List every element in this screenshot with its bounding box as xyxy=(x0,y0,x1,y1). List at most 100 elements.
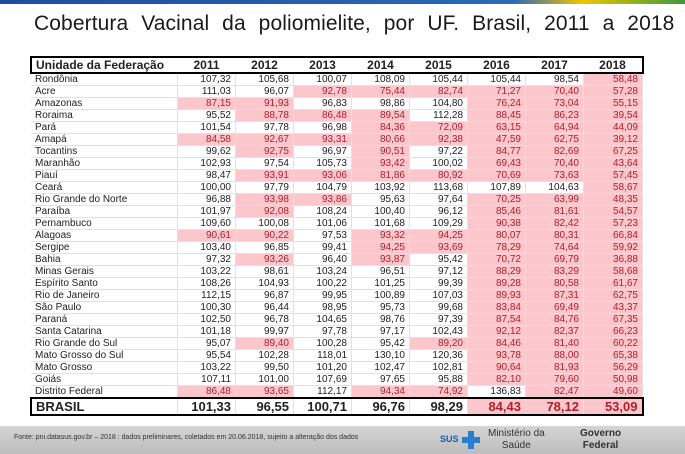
coverage-value: 69,43 xyxy=(467,157,526,170)
coverage-value: 73,63 xyxy=(525,169,584,182)
header-year: 2018 xyxy=(583,56,644,74)
coverage-value: 99,68 xyxy=(409,301,468,314)
coverage-value: 136,83 xyxy=(467,385,526,399)
coverage-value: 108,24 xyxy=(293,205,352,218)
coverage-value: 81,40 xyxy=(525,337,584,350)
coverage-value: 78,12 xyxy=(525,397,584,416)
coverage-value: 103,40 xyxy=(177,241,236,254)
coverage-value: 69,79 xyxy=(525,253,584,266)
table-row: Rio Grande do Norte 96,88 93,98 93,86 95,63 9… xyxy=(31,193,643,206)
coverage-value: 43,64 xyxy=(583,157,643,170)
gov-line2: Federal xyxy=(582,440,619,451)
coverage-value: 93,06 xyxy=(293,169,352,182)
coverage-value: 47,59 xyxy=(467,133,526,146)
coverage-value: 108,09 xyxy=(351,73,410,86)
header-year: 2015 xyxy=(409,56,468,74)
header-year: 2017 xyxy=(525,56,584,74)
coverage-value: 102,81 xyxy=(409,361,468,374)
coverage-value: 101,97 xyxy=(177,205,236,218)
coverage-value: 96,51 xyxy=(351,265,410,278)
uf-name: Sergipe xyxy=(31,241,178,254)
table-row: Paraná 102,50 96,78 104,65 98,76 97,39 87,54 84… xyxy=(31,313,643,326)
coverage-value: 82,74 xyxy=(409,85,468,98)
coverage-value: 82,37 xyxy=(525,325,584,338)
coverage-value: 80,92 xyxy=(409,169,468,182)
coverage-value: 112,17 xyxy=(293,385,352,399)
coverage-value: 98,95 xyxy=(293,301,352,314)
coverage-value: 105,44 xyxy=(467,73,526,86)
header-year: 2012 xyxy=(235,56,294,74)
coverage-value: 101,54 xyxy=(177,121,236,134)
coverage-value: 96,07 xyxy=(235,85,294,98)
header-year: 2016 xyxy=(467,56,526,74)
coverage-value: 98,54 xyxy=(525,73,584,86)
coverage-value: 97,78 xyxy=(293,325,352,338)
coverage-value: 54,57 xyxy=(583,205,643,218)
coverage-value: 111,03 xyxy=(177,85,236,98)
coverage-value: 49,60 xyxy=(583,385,643,399)
coverage-value: 100,00 xyxy=(177,181,236,194)
coverage-value: 70,72 xyxy=(467,253,526,266)
coverage-value: 79,60 xyxy=(525,373,584,386)
uf-name: Maranhão xyxy=(31,157,178,170)
coverage-value: 100,22 xyxy=(293,277,352,290)
coverage-value: 63,15 xyxy=(467,121,526,134)
coverage-value: 57,28 xyxy=(583,85,643,98)
coverage-value: 88,29 xyxy=(467,265,526,278)
coverage-value: 107,89 xyxy=(467,181,526,194)
coverage-value: 81,61 xyxy=(525,205,584,218)
coverage-value: 96,44 xyxy=(235,301,294,314)
coverage-value: 105,73 xyxy=(293,157,352,170)
coverage-value: 82,47 xyxy=(525,385,584,399)
coverage-value: 97,65 xyxy=(351,373,410,386)
coverage-value: 97,12 xyxy=(409,265,468,278)
coverage-value: 78,29 xyxy=(467,241,526,254)
coverage-value: 100,07 xyxy=(293,73,352,86)
coverage-value: 99,95 xyxy=(293,289,352,302)
coverage-value: 99,50 xyxy=(235,361,294,374)
table-row: Amapá 84,58 92,67 93,31 80,66 92,38 47,59 62,75… xyxy=(31,133,643,146)
coverage-value: 48,35 xyxy=(583,193,643,206)
coverage-value: 97,53 xyxy=(293,229,352,242)
coverage-value: 90,38 xyxy=(467,217,526,230)
coverage-value: 102,47 xyxy=(351,361,410,374)
coverage-value: 84,76 xyxy=(525,313,584,326)
header-year: 2013 xyxy=(293,56,352,74)
uf-name: Goiás xyxy=(31,373,178,386)
coverage-value: 97,32 xyxy=(177,253,236,266)
coverage-value: 103,22 xyxy=(177,361,236,374)
coverage-value: 96,97 xyxy=(293,145,352,158)
table-row: Paraíba 101,97 92,08 108,24 100,40 96,12 85,46… xyxy=(31,205,643,218)
coverage-value: 96,76 xyxy=(351,397,410,416)
coverage-value: 76,24 xyxy=(467,97,526,110)
coverage-value: 57,45 xyxy=(583,169,643,182)
uf-name: Alagoas xyxy=(31,229,178,242)
coverage-value: 102,43 xyxy=(409,325,468,338)
coverage-value: 96,83 xyxy=(293,97,352,110)
coverage-value: 67,35 xyxy=(583,313,643,326)
coverage-value: 100,71 xyxy=(293,397,352,416)
coverage-value: 89,28 xyxy=(467,277,526,290)
coverage-value: 70,40 xyxy=(525,157,584,170)
coverage-value: 108,26 xyxy=(177,277,236,290)
table-row: Sergipe 103,40 96,85 99,41 94,25 93,69 78,29 74… xyxy=(31,241,643,254)
coverage-value: 100,08 xyxy=(235,217,294,230)
coverage-value: 74,92 xyxy=(409,385,468,399)
uf-name: Santa Catarina xyxy=(31,325,178,338)
coverage-value: 82,42 xyxy=(525,217,584,230)
coverage-value: 93,87 xyxy=(351,253,410,266)
coverage-value: 107,32 xyxy=(177,73,236,86)
uf-name: Rondônia xyxy=(31,73,178,86)
ministry-line2: Saúde xyxy=(501,440,531,451)
coverage-value: 90,51 xyxy=(351,145,410,158)
coverage-value: 97,22 xyxy=(409,145,468,158)
coverage-value: 97,39 xyxy=(409,313,468,326)
uf-name: Rio Grande do Sul xyxy=(31,337,178,350)
coverage-value: 58,68 xyxy=(583,265,643,278)
coverage-value: 96,78 xyxy=(235,313,294,326)
coverage-value: 66,84 xyxy=(583,229,643,242)
table-row: Tocantins 99,62 92,75 96,97 90,51 97,22 84,77 8… xyxy=(31,145,643,158)
coverage-value: 93,26 xyxy=(235,253,294,266)
coverage-value: 92,12 xyxy=(467,325,526,338)
coverage-value: 86,23 xyxy=(525,109,584,122)
